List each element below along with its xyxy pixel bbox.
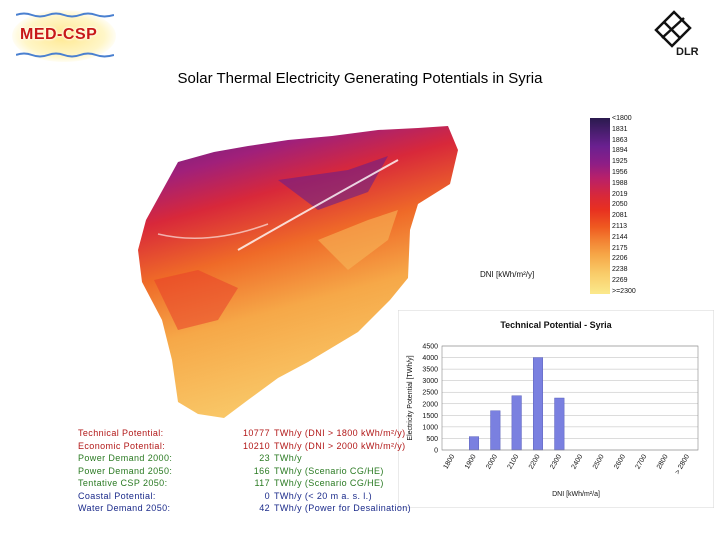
- legend-label: 2238: [612, 266, 628, 274]
- stat-note: TWh/y (DNI > 1800 kWh/m²/y): [274, 428, 406, 438]
- stat-value: 166: [253, 465, 270, 476]
- wave-bottom-icon: [16, 52, 114, 58]
- legend-label: 2050: [612, 201, 628, 209]
- stat-note: TWh/y (Scenario CG/HE): [274, 465, 384, 476]
- chart-bar: [490, 410, 501, 451]
- legend-label: 2206: [612, 255, 628, 263]
- legend-label: 1831: [612, 125, 628, 133]
- stat-value: 0: [264, 490, 270, 501]
- chart-y-tick-label: 2500: [422, 390, 438, 397]
- dlr-logo: DLR: [646, 6, 706, 62]
- chart-y-tick-label: 4500: [422, 344, 438, 351]
- chart-y-tick-label: 2000: [422, 401, 438, 408]
- stat-row: Coastal Potential: 0 TWh/y (< 20 m a. s.…: [78, 491, 388, 504]
- chart-y-axis-label: Electricity Potential [TWh/y]: [407, 355, 414, 440]
- wave-top-icon: [16, 12, 114, 18]
- chart-title: Technical Potential - Syria: [500, 320, 612, 330]
- map-country-shape: [138, 126, 458, 418]
- map-road: [157, 223, 269, 239]
- chart-y-tick-label: 4000: [422, 355, 438, 362]
- legend-unit-label: DNI [kWh/m²/y]: [480, 270, 535, 279]
- map-region-highlight: [154, 270, 238, 330]
- stat-value: 42: [259, 503, 270, 513]
- stat-row: Power Demand 2000: 23 TWh/y: [78, 453, 388, 466]
- chart-bar: [468, 436, 479, 451]
- stat-note: TWh/y (Scenario CG/HE): [274, 478, 384, 488]
- chart-y-tick-label: 500: [426, 436, 438, 443]
- map-region-desert: [318, 210, 398, 270]
- stat-label: Water Demand 2050:: [78, 503, 171, 513]
- chart-plot-area: [441, 345, 699, 451]
- chart-bar: [511, 395, 522, 451]
- stat-label: Tentative CSP 2050:: [78, 478, 168, 488]
- legend-label: 1863: [612, 136, 628, 144]
- syria-dni-map: [138, 126, 458, 418]
- stat-note: TWh/y (< 20 m a. s. l.): [274, 490, 372, 501]
- dlr-emblem-icon: [654, 10, 692, 48]
- legend-label: 2175: [612, 244, 628, 252]
- chart-y-tick-label: 0: [434, 448, 438, 455]
- legend-label: 1956: [612, 168, 628, 176]
- legend-label: 2113: [612, 222, 628, 230]
- technical-potential-chart: Technical Potential - Syria Electricity …: [398, 310, 714, 508]
- chart-x-axis-label: DNI [kWh/m²/a]: [552, 491, 600, 498]
- page-title: Solar Thermal Electricity Generating Pot…: [177, 70, 543, 87]
- legend-label: 1894: [612, 147, 628, 155]
- legend-label: <1800: [612, 115, 632, 122]
- stat-row: Economic Potential: 10210 TWh/y (DNI > 2…: [78, 440, 405, 454]
- chart-y-tick-label: 3500: [422, 367, 438, 374]
- chart-y-tick-label: 1000: [422, 424, 438, 431]
- chart-y-tick-label: 1500: [422, 413, 438, 420]
- stat-label: Economic Potential:: [78, 440, 166, 451]
- legend-label: 1925: [612, 158, 628, 166]
- dlr-logo-text: DLR: [676, 46, 699, 58]
- legend-label: 2081: [612, 212, 628, 220]
- stat-value: 117: [254, 478, 270, 488]
- map-river: [237, 159, 399, 251]
- stat-row: Power Demand 2050: 166 TWh/y (Scenario C…: [78, 466, 388, 479]
- map-region-north: [278, 156, 388, 210]
- legend-label: 1988: [612, 179, 628, 187]
- med-csp-logo-text: MED-CSP: [20, 26, 98, 43]
- med-csp-logo: MED-CSP: [6, 6, 124, 64]
- legend-label: 2019: [612, 190, 628, 198]
- stat-row: Water Demand 2050: 42 TWh/y (Power for D…: [78, 503, 411, 516]
- stat-label: Power Demand 2000:: [78, 453, 173, 463]
- legend-labels: <1800 1831 1863 1894 1925 1956 1988 2019…: [612, 114, 672, 298]
- legend-label: >=2300: [612, 287, 636, 295]
- stat-label: Coastal Potential:: [78, 490, 156, 501]
- legend-label: 2144: [612, 233, 628, 241]
- chart-y-tick-label: 3000: [422, 378, 438, 385]
- stat-label: Technical Potential:: [78, 428, 164, 438]
- stat-value: 10777: [242, 428, 270, 438]
- stat-note: TWh/y: [274, 453, 302, 463]
- stat-note: TWh/y (Power for Desalination): [274, 503, 412, 513]
- legend-color-scale: [590, 118, 610, 294]
- potential-stats-table: Technical Potential: 10777 TWh/y (DNI > …: [78, 428, 411, 516]
- stat-value: 10210: [242, 440, 270, 451]
- chart-y-ticks: 0 500 1000 1500 2000 2500 3000 3500 4000 4500: [422, 344, 438, 455]
- chart-bar: [554, 397, 565, 451]
- stat-row: Tentative CSP 2050: 117 TWh/y (Scenario …: [78, 478, 388, 491]
- stat-value: 23: [259, 453, 270, 463]
- legend-label: 2269: [612, 276, 628, 284]
- stat-label: Power Demand 2050:: [78, 465, 173, 476]
- stat-row: Technical Potential: 10777 TWh/y (DNI > …: [78, 428, 405, 441]
- stat-note: TWh/y (DNI > 2000 kWh/m²/y): [274, 440, 406, 451]
- chart-bar: [532, 357, 543, 451]
